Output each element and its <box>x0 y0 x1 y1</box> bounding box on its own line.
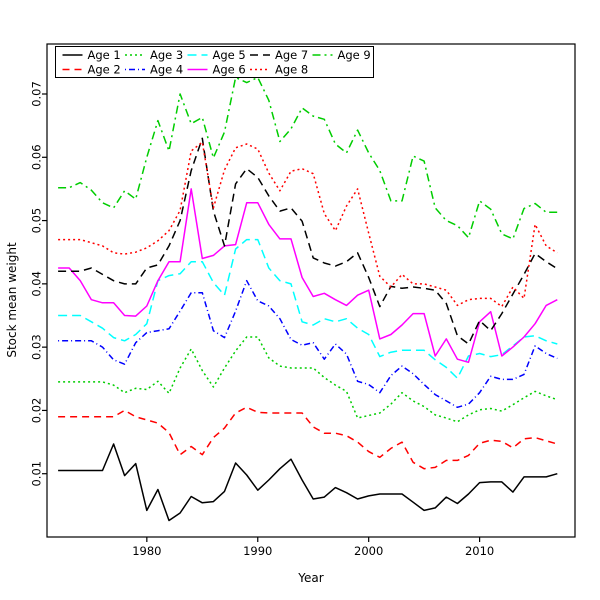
y-tick-label: 0.07 <box>30 81 44 107</box>
legend-item-age-2: Age 2 <box>62 63 121 77</box>
series-line-age-9 <box>58 76 558 240</box>
y-tick-label: 0.03 <box>30 334 44 360</box>
x-tick-label: 1990 <box>243 544 272 558</box>
y-tick-label: 0.04 <box>30 271 44 297</box>
x-tick-label: 2000 <box>354 544 383 558</box>
legend-label: Age 6 <box>213 63 246 77</box>
series-line-age-4 <box>58 279 558 409</box>
y-tick-label: 0.01 <box>30 461 44 487</box>
legend-item-age-7: Age 7 <box>250 48 308 62</box>
legend-label: Age 4 <box>150 63 183 77</box>
y-axis-label: Stock mean weight <box>5 242 19 358</box>
legend-label: Age 2 <box>88 63 121 77</box>
plot-border <box>46 43 576 538</box>
series-line-age-1 <box>58 443 558 522</box>
y-axis: 0.01 0.02 0.03 0.04 0.05 0.06 0.07 <box>30 81 47 487</box>
legend-item-age-6: Age 6 <box>187 63 246 77</box>
x-tick-label: 1980 <box>132 544 161 558</box>
legend-item-age-4: Age 4 <box>125 63 183 77</box>
y-tick-label: 0.06 <box>30 144 44 170</box>
legend-item-age-5: Age 5 <box>187 48 246 62</box>
y-tick-label: 0.05 <box>30 208 44 234</box>
series-line-age-6 <box>58 188 558 364</box>
legend-label: Age 7 <box>275 48 308 62</box>
x-axis: 1980 1990 2000 2010 <box>132 537 494 558</box>
series-lines <box>58 76 558 522</box>
legend-label: Age 1 <box>88 48 121 62</box>
legend-label: Age 3 <box>150 48 183 62</box>
legend-label: Age 5 <box>213 48 246 62</box>
x-axis-label: Year <box>298 571 324 585</box>
series-line-age-3 <box>58 336 558 423</box>
legend-item-age-1: Age 1 <box>62 48 121 62</box>
legend-item-age-9: Age 9 <box>312 48 371 62</box>
series-line-age-2 <box>58 406 558 470</box>
legend-box <box>55 46 374 78</box>
legend-item-age-8: Age 8 <box>250 63 308 77</box>
legend-label: Age 9 <box>338 48 371 62</box>
legend-item-age-3: Age 3 <box>125 48 183 62</box>
series-line-age-8 <box>58 141 558 308</box>
legend-label: Age 8 <box>275 63 308 77</box>
y-tick-label: 0.02 <box>30 398 44 424</box>
series-line-age-7 <box>58 137 558 345</box>
x-tick-label: 2010 <box>465 544 494 558</box>
